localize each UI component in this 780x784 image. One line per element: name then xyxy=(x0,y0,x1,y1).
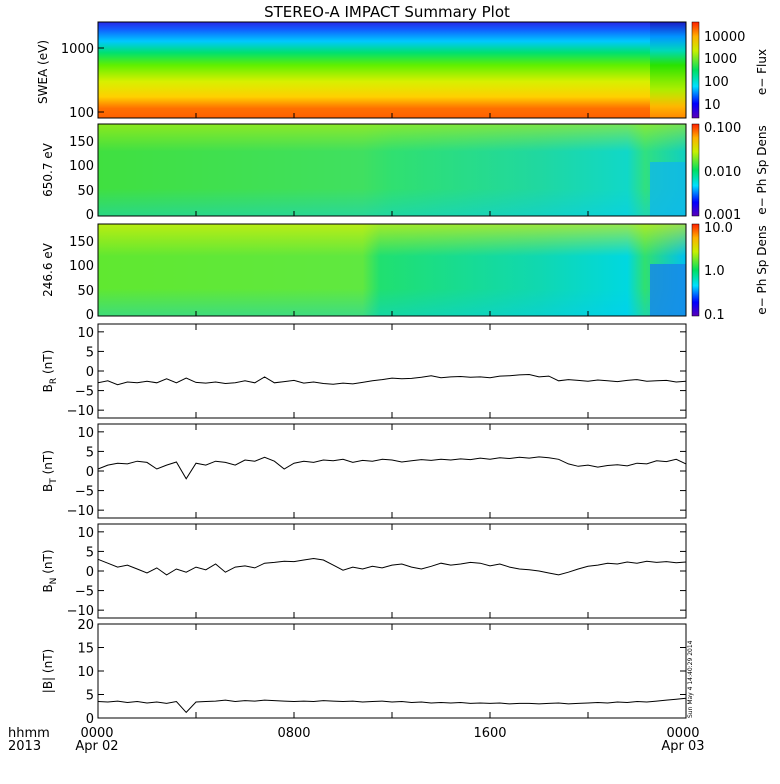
xtick-label-1: 0800 xyxy=(277,726,310,741)
br-ytick-1: 5 xyxy=(86,345,94,360)
bn-ytick-0: 10 xyxy=(77,526,94,541)
pad246-colorbar-label: e− Ph Sp Dens xyxy=(755,225,769,314)
bt-series-line xyxy=(97,456,687,480)
bn-ylabel: BN (nT) xyxy=(41,549,59,592)
panel-bn: 10 5 0 −5 −10 BN (nT) xyxy=(41,523,687,619)
swea-cbar-tick-100: 100 xyxy=(704,75,729,90)
br-ytick-2: 0 xyxy=(86,365,94,380)
bt-ytick-1: 5 xyxy=(86,445,94,460)
btot-ytick-4: 0 xyxy=(86,712,94,727)
br-series-line xyxy=(97,373,687,386)
bn-ytick-4: −10 xyxy=(67,604,94,619)
panel-pad-246: 150 100 50 0 246.6 eV 10.0 1.0 0.1 e− Ph… xyxy=(41,221,769,323)
pad246-low-patch xyxy=(650,264,686,316)
xtick-sublabel-0: Apr 02 xyxy=(75,739,118,754)
pad650-ytick-50: 50 xyxy=(77,184,94,199)
swea-late-interval xyxy=(650,22,686,118)
pad246-colorbar xyxy=(691,223,700,317)
pad650-ytick-150: 150 xyxy=(69,135,94,150)
br-ylabel: BR (nT) xyxy=(41,350,59,393)
pad246-ytick-50: 50 xyxy=(77,284,94,299)
swea-cbar-tick-1000: 1000 xyxy=(704,52,737,67)
xtick-sublabel-3: Apr 03 xyxy=(661,739,704,754)
bn-frame xyxy=(97,523,687,619)
bt-frame xyxy=(97,423,687,519)
swea-ytick-1000: 1000 xyxy=(61,42,94,57)
xaxis-year-label: 2013 xyxy=(8,739,41,754)
br-ytick-3: −5 xyxy=(75,385,94,400)
swea-colorbar-label: e− Flux xyxy=(755,49,769,95)
pad246-cbar-tick-10.0: 10.0 xyxy=(704,221,733,236)
xtick-label-0: 0000 xyxy=(80,726,113,741)
pad650-cbar-tick-0.001: 0.001 xyxy=(704,208,741,223)
panel-pad-650: 150 100 50 0 650.7 eV 0.100 0.010 0.001 … xyxy=(41,121,769,223)
bt-ylabel: BT (nT) xyxy=(41,450,59,492)
bt-ytick-4: −10 xyxy=(67,504,94,519)
bn-series-line xyxy=(97,557,687,576)
xtick-label-3: 0000 xyxy=(666,726,699,741)
swea-cbar-tick-10000: 10000 xyxy=(704,30,745,45)
pad246-cbar-tick-1.0: 1.0 xyxy=(704,264,725,279)
xaxis-hhmm-label: hhmm xyxy=(8,726,50,741)
bn-ytick-1: 5 xyxy=(86,545,94,560)
pad650-colorbar-label: e− Ph Sp Dens xyxy=(755,125,769,214)
pad650-ytick-0: 0 xyxy=(86,208,94,223)
pad650-ylabel: 650.7 eV xyxy=(41,142,55,197)
bt-ytick-0: 10 xyxy=(77,426,94,441)
pad246-ytick-150: 150 xyxy=(69,235,94,250)
panel-br: 10 5 0 −5 −10 BR (nT) xyxy=(41,323,687,419)
btot-frame xyxy=(97,623,687,719)
br-ytick-0: 10 xyxy=(77,326,94,341)
pad246-ylabel: 246.6 eV xyxy=(41,242,55,297)
btot-ylabel: |B| (nT) xyxy=(41,649,55,693)
br-frame xyxy=(97,323,687,419)
swea-ylabel: SWEA (eV) xyxy=(36,40,50,104)
pad650-colorbar xyxy=(691,123,700,217)
pad246-ytick-100: 100 xyxy=(69,259,94,274)
bt-ytick-3: −5 xyxy=(75,485,94,500)
plot-timestamp: Sun May 4 14:40:29 2014 xyxy=(687,640,694,718)
swea-cbar-tick-10: 10 xyxy=(704,98,721,113)
pad650-low-patch xyxy=(650,162,686,216)
btot-series-line xyxy=(97,697,687,714)
pad650-cbar-tick-0.010: 0.010 xyxy=(704,165,741,180)
panel-bt: 10 5 0 −5 −10 BT (nT) xyxy=(41,423,687,519)
btot-ytick-0: 20 xyxy=(77,618,94,633)
bn-ytick-3: −5 xyxy=(75,585,94,600)
swea-colorbar xyxy=(691,21,700,119)
btot-ytick-3: 5 xyxy=(86,689,94,704)
pad650-cbar-tick-0.100: 0.100 xyxy=(704,121,741,136)
btot-ytick-1: 15 xyxy=(77,642,94,657)
pad246-cbar-tick-0.1: 0.1 xyxy=(704,308,725,323)
pad650-ytick-100: 100 xyxy=(69,159,94,174)
swea-ytick-100: 100 xyxy=(69,106,94,121)
plot-title: STEREO-A IMPACT Summary Plot xyxy=(264,3,510,21)
panel-btot: 20 15 10 5 0 |B| (nT) xyxy=(41,618,687,727)
x-axis: hhmm 2013 0000 Apr 02 0800 1600 0000 Apr… xyxy=(8,726,705,754)
bt-ytick-2: 0 xyxy=(86,465,94,480)
bn-ytick-2: 0 xyxy=(86,565,94,580)
btot-ytick-2: 10 xyxy=(77,665,94,680)
swea-spectrogram xyxy=(98,22,686,118)
pad246-ytick-0: 0 xyxy=(86,308,94,323)
br-ytick-4: −10 xyxy=(67,404,94,419)
xtick-label-2: 1600 xyxy=(473,726,506,741)
panel-swea: 1000 100 SWEA (eV) 10000 1000 100 10 e− … xyxy=(36,21,769,121)
